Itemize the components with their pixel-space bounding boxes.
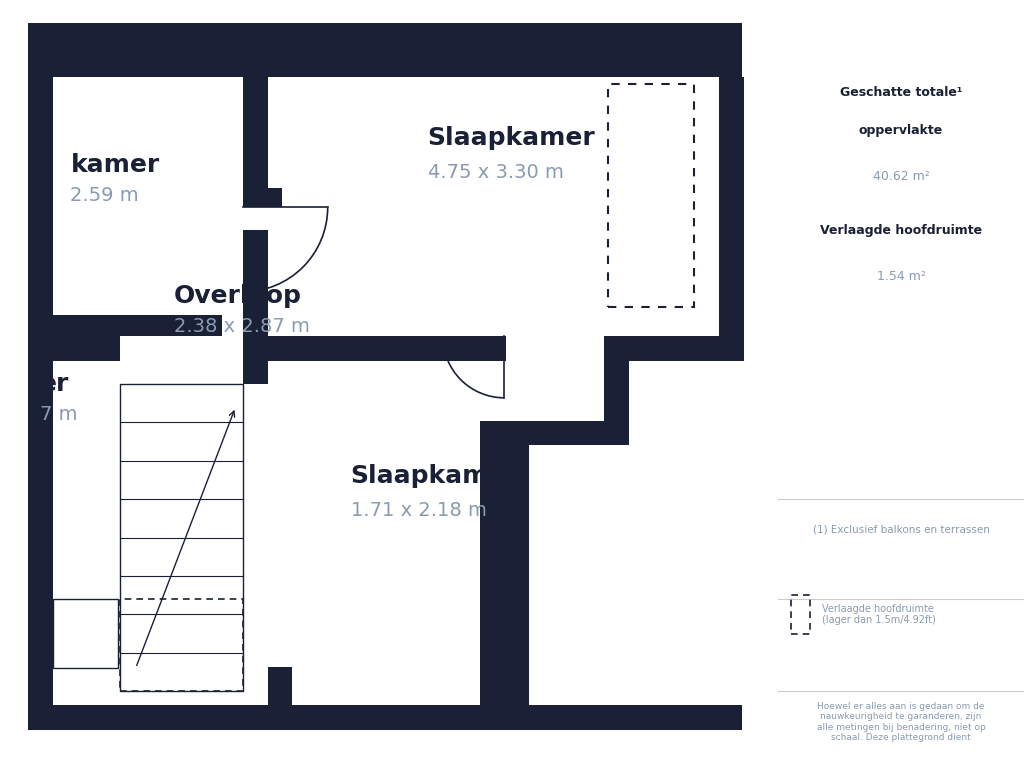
- Text: Verlaagde hoofdruimte: Verlaagde hoofdruimte: [820, 224, 982, 237]
- Bar: [791, 595, 810, 634]
- Bar: [479, 421, 505, 705]
- Bar: [53, 315, 222, 336]
- Bar: [527, 705, 742, 730]
- Text: 40.62 m²: 40.62 m²: [872, 170, 930, 183]
- Bar: [268, 336, 506, 361]
- Bar: [29, 77, 53, 730]
- Text: 4.75 x 3.30 m: 4.75 x 3.30 m: [428, 164, 563, 182]
- Bar: [29, 23, 742, 77]
- Bar: [53, 599, 118, 668]
- Bar: [244, 77, 268, 207]
- Text: Overloop: Overloop: [174, 283, 302, 308]
- Bar: [29, 705, 505, 730]
- Bar: [53, 336, 99, 361]
- Text: (1) Exclusief balkons en terrassen: (1) Exclusief balkons en terrassen: [813, 525, 989, 535]
- Bar: [505, 421, 629, 445]
- Bar: [720, 77, 744, 361]
- Text: 2.38 x 2.87 m: 2.38 x 2.87 m: [174, 317, 310, 336]
- Text: 1.54 m²: 1.54 m²: [877, 270, 926, 283]
- Bar: [121, 384, 244, 691]
- Bar: [479, 684, 528, 705]
- Text: kamer: kamer: [71, 153, 160, 177]
- Text: Verlaagde hoofdruimte
(lager dan 1.5m/4.92ft): Verlaagde hoofdruimte (lager dan 1.5m/4.…: [822, 604, 936, 625]
- Text: Geschatte totale¹: Geschatte totale¹: [840, 86, 963, 98]
- Bar: [604, 336, 629, 445]
- Bar: [268, 667, 293, 705]
- Text: 2.59 m: 2.59 m: [71, 187, 139, 205]
- Bar: [505, 422, 529, 730]
- Text: Hoewel er alles aan is gedaan om de
nauwkeurigheid te garanderen, zijn
alle meti: Hoewel er alles aan is gedaan om de nauw…: [817, 702, 985, 742]
- Text: er: er: [40, 372, 69, 396]
- Bar: [99, 336, 121, 361]
- Bar: [244, 230, 268, 384]
- Bar: [608, 84, 694, 307]
- Text: Slaapkamer: Slaapkamer: [428, 126, 595, 151]
- Text: oppervlakte: oppervlakte: [859, 124, 943, 137]
- Bar: [604, 336, 743, 361]
- Text: 7 m: 7 m: [40, 406, 77, 424]
- Text: 1.71 x 2.18 m: 1.71 x 2.18 m: [350, 502, 486, 520]
- Text: Slaapkamer: Slaapkamer: [350, 464, 518, 488]
- Bar: [244, 188, 282, 207]
- Bar: [121, 599, 244, 691]
- Bar: [244, 338, 268, 384]
